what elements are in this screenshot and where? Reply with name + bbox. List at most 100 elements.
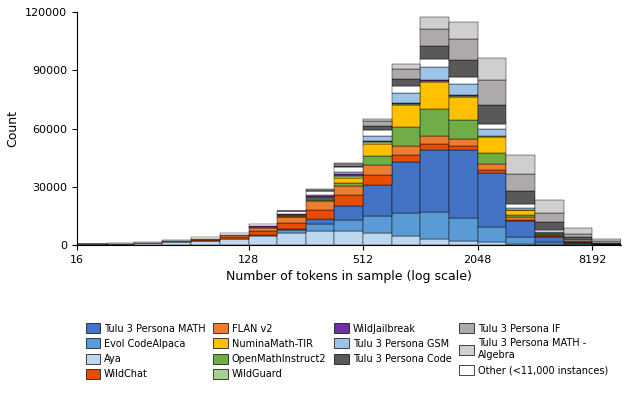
Bar bbox=[392, 236, 420, 245]
Legend: Tulu 3 Persona MATH, Evol CodeAlpaca, Aya, WildChat, FLAN v2, NuminaMath-TIR, Op: Tulu 3 Persona MATH, Evol CodeAlpaca, Ay… bbox=[82, 319, 612, 383]
Bar bbox=[248, 236, 277, 245]
Bar bbox=[277, 214, 306, 215]
Bar bbox=[107, 244, 134, 245]
Bar bbox=[477, 242, 506, 245]
Bar bbox=[477, 170, 506, 173]
Bar bbox=[477, 105, 506, 124]
Bar bbox=[535, 236, 564, 237]
Bar bbox=[564, 243, 592, 244]
Bar bbox=[477, 173, 506, 227]
Bar bbox=[363, 233, 392, 245]
Bar bbox=[420, 46, 449, 59]
Bar bbox=[306, 201, 335, 210]
Bar bbox=[277, 211, 306, 214]
Bar bbox=[363, 142, 392, 144]
Bar bbox=[392, 69, 420, 78]
Bar bbox=[449, 150, 477, 218]
Bar bbox=[335, 231, 363, 245]
Bar bbox=[191, 239, 220, 241]
Bar bbox=[420, 136, 449, 144]
Bar bbox=[392, 103, 420, 104]
Bar bbox=[363, 216, 392, 233]
Bar bbox=[506, 208, 535, 210]
Bar bbox=[392, 93, 420, 103]
Bar bbox=[392, 64, 420, 69]
Bar bbox=[449, 39, 477, 60]
Bar bbox=[306, 200, 335, 201]
Bar bbox=[477, 153, 506, 164]
Bar bbox=[420, 150, 449, 212]
Bar bbox=[392, 162, 420, 213]
Bar bbox=[564, 244, 592, 245]
Bar bbox=[535, 233, 564, 234]
Bar bbox=[506, 210, 535, 215]
Bar bbox=[506, 244, 535, 245]
Bar bbox=[306, 195, 335, 196]
Bar bbox=[277, 233, 306, 245]
Bar bbox=[535, 237, 564, 242]
Bar bbox=[134, 244, 162, 245]
Bar bbox=[564, 228, 592, 233]
Bar bbox=[335, 163, 363, 164]
Bar bbox=[277, 230, 306, 233]
Bar bbox=[335, 195, 363, 206]
Bar bbox=[449, 60, 477, 77]
Bar bbox=[420, 67, 449, 80]
Bar bbox=[363, 144, 392, 155]
Bar bbox=[535, 242, 564, 244]
Bar bbox=[592, 242, 621, 244]
Bar bbox=[191, 237, 220, 239]
Bar bbox=[506, 155, 535, 174]
Bar bbox=[306, 219, 335, 224]
Bar bbox=[420, 80, 449, 81]
Bar bbox=[420, 29, 449, 46]
Bar bbox=[335, 186, 363, 195]
Bar bbox=[306, 196, 335, 197]
Bar bbox=[449, 218, 477, 241]
Bar bbox=[277, 215, 306, 216]
Bar bbox=[363, 155, 392, 165]
X-axis label: Number of tokens in sample (log scale): Number of tokens in sample (log scale) bbox=[226, 270, 472, 283]
Bar bbox=[392, 105, 420, 126]
Bar bbox=[306, 191, 335, 195]
Bar bbox=[449, 120, 477, 139]
Bar bbox=[564, 237, 592, 240]
Bar bbox=[162, 242, 191, 245]
Bar bbox=[277, 223, 306, 229]
Bar bbox=[449, 77, 477, 84]
Bar bbox=[420, 109, 449, 136]
Bar bbox=[535, 230, 564, 233]
Bar bbox=[592, 239, 621, 241]
Bar bbox=[535, 222, 564, 230]
Bar bbox=[420, 81, 449, 82]
Bar bbox=[392, 78, 420, 86]
Bar bbox=[477, 129, 506, 136]
Y-axis label: Count: Count bbox=[6, 110, 19, 147]
Bar bbox=[564, 240, 592, 241]
Bar bbox=[535, 234, 564, 235]
Bar bbox=[248, 231, 277, 235]
Bar bbox=[420, 59, 449, 67]
Bar bbox=[363, 126, 392, 130]
Bar bbox=[277, 216, 306, 217]
Bar bbox=[248, 226, 277, 227]
Bar bbox=[220, 239, 248, 245]
Bar bbox=[248, 235, 277, 236]
Bar bbox=[335, 176, 363, 178]
Bar bbox=[477, 80, 506, 105]
Bar bbox=[506, 191, 535, 204]
Bar bbox=[363, 136, 392, 140]
Bar bbox=[535, 235, 564, 236]
Bar bbox=[248, 224, 277, 226]
Bar bbox=[306, 231, 335, 245]
Bar bbox=[506, 174, 535, 191]
Bar bbox=[335, 178, 363, 183]
Bar bbox=[363, 165, 392, 175]
Bar bbox=[335, 167, 363, 172]
Bar bbox=[449, 95, 477, 97]
Bar bbox=[592, 241, 621, 242]
Bar bbox=[335, 174, 363, 176]
Bar bbox=[363, 121, 392, 126]
Bar bbox=[335, 172, 363, 174]
Bar bbox=[363, 185, 392, 216]
